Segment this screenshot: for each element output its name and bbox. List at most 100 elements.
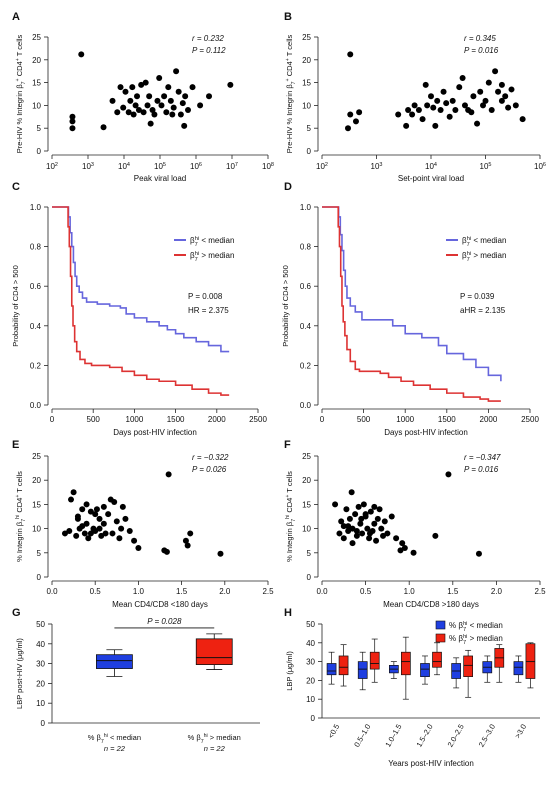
data-point xyxy=(154,97,161,104)
x-tick-label: 105 xyxy=(154,162,166,171)
x-tick-label: 105 xyxy=(480,162,492,171)
x-tick-label: 1000 xyxy=(396,415,414,424)
data-point xyxy=(362,511,369,518)
data-point xyxy=(131,537,138,544)
data-point xyxy=(163,548,170,555)
label-part: + xyxy=(285,78,291,81)
data-point xyxy=(147,120,154,127)
x-axis-label: Set-point viral load xyxy=(398,174,464,183)
data-point xyxy=(100,503,107,510)
stat-hr: aHR = 2.135 xyxy=(460,306,506,315)
x-tick-label: 1.0 xyxy=(133,587,145,596)
y-tick-label: 10 xyxy=(32,101,41,110)
data-point xyxy=(446,113,453,120)
data-point xyxy=(170,104,177,111)
x-tick-label: 2000 xyxy=(208,415,226,424)
data-point xyxy=(512,102,519,109)
x-tick-label: 104 xyxy=(118,162,130,171)
data-point xyxy=(340,535,347,542)
box xyxy=(338,655,349,676)
y-tick-label: 25 xyxy=(302,33,311,42)
data-point xyxy=(376,506,383,513)
y-axis-label: Probability of CD4 > 500 xyxy=(11,265,20,347)
data-point xyxy=(364,525,371,532)
scatter-panel-E: 0 5 10 15 20 25 0.0 0.5 1.0 1.5 2.0 2.5 Mean CD4/CD8… xyxy=(15,452,274,609)
legend-text: β xyxy=(462,236,467,245)
data-point xyxy=(415,106,422,113)
legend-sub: 7 xyxy=(467,257,470,263)
data-point xyxy=(419,116,426,123)
survival-curve-high xyxy=(52,206,230,396)
data-point xyxy=(182,537,189,544)
label-part: CD4 xyxy=(15,498,24,515)
data-point xyxy=(158,102,165,109)
data-point xyxy=(357,520,364,527)
data-point xyxy=(135,544,142,551)
data-point xyxy=(227,81,234,88)
x-tick-label: 0.5 xyxy=(90,587,102,596)
tick-exp: 4 xyxy=(434,162,437,168)
y-tick-label: 10 xyxy=(302,525,311,534)
data-point xyxy=(461,102,468,109)
y-tick-label: 30 xyxy=(36,660,45,669)
data-point xyxy=(360,501,367,508)
legend-sup: hi xyxy=(463,621,467,627)
data-point xyxy=(359,530,366,537)
x-axis-label: Days post-HIV infection xyxy=(384,428,468,437)
x-tick-label: 2.0 xyxy=(219,587,231,596)
legend-tail: < median xyxy=(471,236,506,245)
y-tick-label: 15 xyxy=(302,500,311,509)
data-point xyxy=(410,549,417,556)
data-point xyxy=(445,471,452,478)
legend-sub: 7 xyxy=(463,627,466,633)
y-tick-label: 0 xyxy=(37,147,42,156)
data-point xyxy=(100,124,107,131)
x-axis-label: Peak viral load xyxy=(134,174,186,183)
label-part: 7 xyxy=(201,739,204,745)
x-tick-label: 106 xyxy=(534,162,546,171)
group-label: % β7hi > median xyxy=(188,733,241,745)
data-point xyxy=(366,530,373,537)
data-point xyxy=(409,111,416,118)
y-tick-label: 25 xyxy=(32,452,41,461)
x-tick-label: 1.5 xyxy=(176,587,188,596)
y-axis-label: Probability of CD4 > 500 xyxy=(281,265,290,347)
y-tick-label: 40 xyxy=(306,639,315,648)
data-point xyxy=(348,489,355,496)
y-tick-label: 25 xyxy=(32,33,41,42)
data-point xyxy=(349,525,356,532)
panel-label: E xyxy=(12,439,19,451)
data-point xyxy=(449,97,456,104)
data-point xyxy=(424,102,431,109)
panel-label: D xyxy=(284,181,292,193)
y-tick-label: 50 xyxy=(306,620,315,629)
y-axis-label: Pre-HIV % Integrin β7+ CD4+ T cells xyxy=(15,34,27,153)
survival-curve-low xyxy=(52,206,230,353)
tick-exp: 2 xyxy=(325,162,328,168)
box xyxy=(195,638,233,665)
label-part: % Integrin β xyxy=(15,521,24,562)
data-point xyxy=(132,102,139,109)
category-label: 1.0–1.5 xyxy=(383,723,403,749)
x-tick-label: 0.0 xyxy=(46,587,58,596)
data-point xyxy=(175,88,182,95)
data-point xyxy=(411,102,418,109)
y-tick-label: 0 xyxy=(311,714,316,723)
data-point xyxy=(122,88,129,95)
stat-r: r = 0.345 xyxy=(464,34,496,43)
label-part: < median xyxy=(108,733,141,742)
legend-tail: < median xyxy=(467,621,502,630)
group-n: n = 22 xyxy=(104,744,126,753)
data-point xyxy=(114,109,121,116)
data-point xyxy=(468,109,475,116)
data-point xyxy=(358,515,365,522)
data-point xyxy=(488,106,495,113)
legend-tail: < median xyxy=(199,236,234,245)
legend-sub: 7 xyxy=(195,257,198,263)
data-point xyxy=(346,515,353,522)
data-point xyxy=(456,84,463,91)
y-tick-label: 10 xyxy=(32,525,41,534)
tick-base: 10 xyxy=(154,162,163,171)
data-point xyxy=(353,528,360,535)
